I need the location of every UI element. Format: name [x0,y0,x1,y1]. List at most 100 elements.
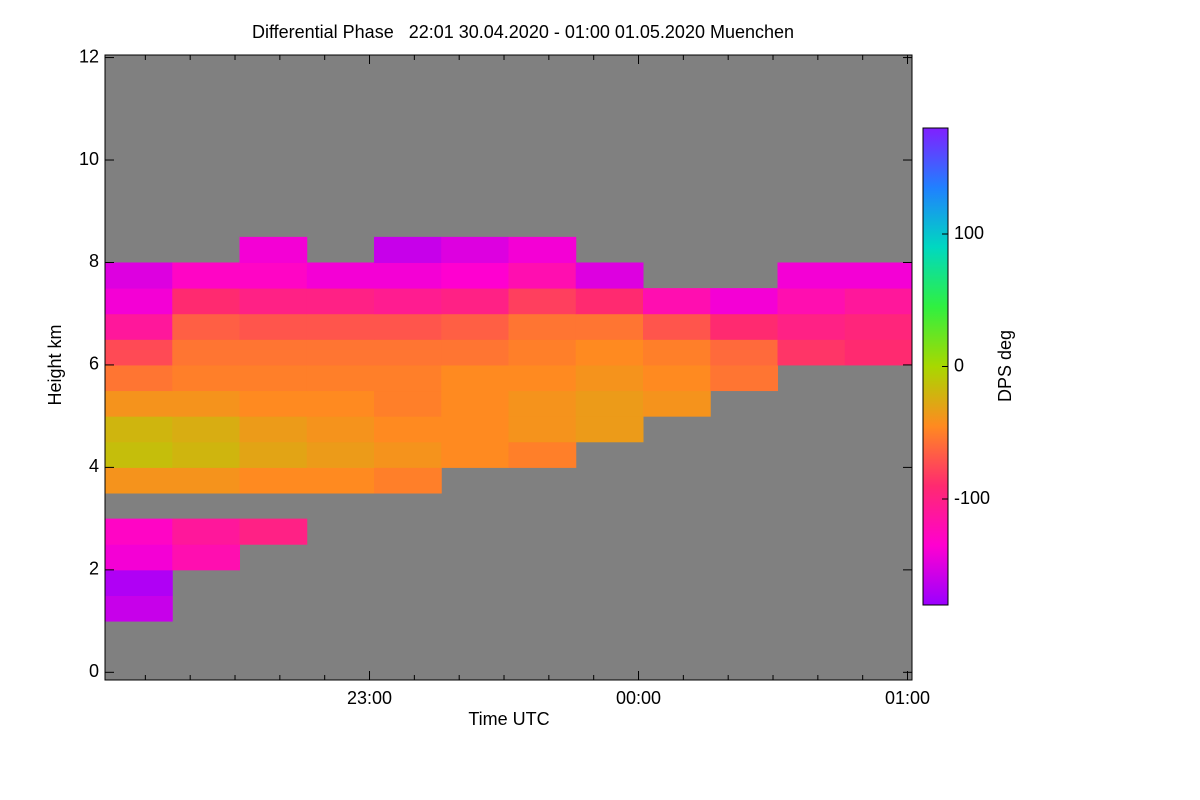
heatmap-cell [575,364,644,392]
heatmap-cell [508,262,577,289]
heatmap-cell [575,262,644,289]
x-axis-label: Time UTC [468,709,549,729]
heatmap-cell [105,595,173,622]
heatmap-cell [508,236,577,263]
heatmap-cell [441,339,509,366]
heatmap-cell [105,416,173,443]
heatmap-cell [172,518,240,545]
heatmap-cell [172,288,240,315]
heatmap-cell [239,416,308,443]
heatmap-cell [643,288,711,315]
heatmap-cell [172,441,240,468]
heatmap-cell [575,390,644,417]
heatmap-cell [239,339,308,366]
heatmap-cell [575,416,644,443]
heatmap-cell [508,416,577,443]
heatmap-cell [374,467,442,494]
heatmap-cell [172,364,240,392]
heatmap-cell [172,339,240,366]
heatmap-cell [105,364,173,392]
colorbar-label: DPS deg [995,330,1015,402]
heatmap-cell [306,313,375,340]
heatmap-cell [306,339,375,366]
y-tick-label: 12 [79,46,99,66]
heatmap-cell [844,288,913,315]
heatmap-cell [441,313,509,340]
heatmap-cell [105,569,173,596]
heatmap-cell [172,313,240,340]
heatmap-cell [105,467,173,494]
heatmap-cell [105,262,173,289]
heatmap-cell [374,339,442,366]
colorbar-tick-label: 100 [954,223,984,243]
heatmap-cell [643,339,711,366]
heatmap-cell [508,441,577,468]
heatmap-cell [105,390,173,417]
heatmap-cell [239,288,308,315]
heatmap-cell [172,390,240,417]
heatmap-cell [172,544,240,571]
heatmap-cell [643,364,711,392]
heatmap-cell [306,262,375,289]
heatmap-cell [575,339,644,366]
heatmap-cell [777,339,846,366]
heatmap-cell [239,467,308,494]
heatmap-cell [374,288,442,315]
heatmap-cell [441,416,509,443]
x-tick-label: 23:00 [347,688,392,708]
heatmap-cell [710,364,778,392]
heatmap-cell [374,236,442,263]
heatmap-cell [172,416,240,443]
heatmap-cell [239,236,308,263]
heatmap-cell [575,288,644,315]
heatmap-cell [374,416,442,443]
heatmap-cell [105,518,173,545]
heatmap-cell [844,313,913,340]
heatmap-cell [239,364,308,392]
heatmap-cell [508,288,577,315]
heatmap-cell [508,364,577,392]
heatmap-cell [105,544,173,571]
heatmap-cell [172,262,240,289]
heatmap-cell [844,339,913,366]
plot-frame [104,54,913,681]
heatmap-cell [710,339,778,366]
heatmap-cell [777,262,846,289]
heatmap-cell [710,313,778,340]
heatmap-cell [441,364,509,392]
chart-title: Differential Phase 22:01 30.04.2020 - 01… [252,22,794,42]
y-axis-label: Height km [45,324,65,405]
heatmap-cell [306,288,375,315]
heatmap-cell [105,441,173,468]
heatmap-cell [105,313,173,340]
heatmap-cell [105,288,173,315]
heatmap-cell [441,288,509,315]
heatmap-cell [105,339,173,366]
heatmap-cell [306,390,375,417]
heatmap-cell [508,390,577,417]
y-tick-label: 0 [89,661,99,681]
heatmap-cell [239,518,308,545]
heatmap-cell [374,390,442,417]
heatmap-cell [508,339,577,366]
heatmap-cell [508,313,577,340]
y-tick-label: 4 [89,456,99,476]
heatmap-cell [777,288,846,315]
heatmap-cell [441,390,509,417]
heatmap-cell [374,441,442,468]
heatmap-cell [306,364,375,392]
heatmap-cell [441,236,509,263]
y-tick-label: 6 [89,354,99,374]
heatmap-cell [441,262,509,289]
heatmap-cell [441,441,509,468]
heatmap-cell [306,441,375,468]
heatmap-cell [306,467,375,494]
heatmap-cell [844,262,913,289]
heatmap-cell [172,467,240,494]
colorbar-tick-label: -100 [954,488,990,508]
heatmap-cell [575,313,644,340]
heatmap-cell [643,390,711,417]
heatmap-cell [374,313,442,340]
y-tick-label: 10 [79,149,99,169]
